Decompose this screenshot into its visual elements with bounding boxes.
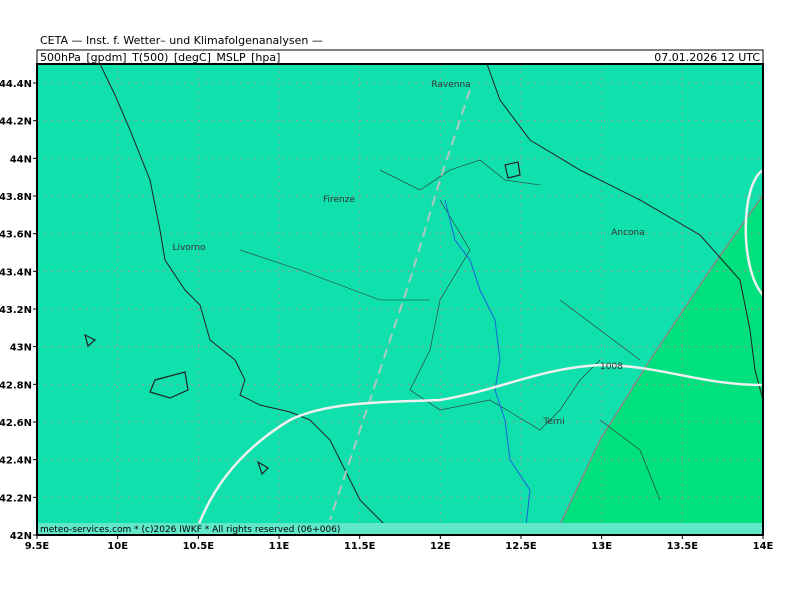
map-frame (36, 63, 764, 536)
lon-tick-label: 12E (430, 541, 451, 552)
lat-tick-label: 42N (10, 531, 32, 542)
lat-tick-label: 43.8N (0, 192, 32, 203)
lat-tick-label: 42.4N (0, 456, 32, 467)
isobar (744, 168, 764, 296)
lat-tick-label: 43.6N (0, 230, 32, 241)
grid (36, 64, 764, 536)
lat-tick-label: 42.8N (0, 380, 32, 391)
coastline-east (486, 63, 764, 401)
place-label: Firenze (323, 195, 355, 205)
place-label: Terni (542, 417, 564, 427)
lat-tick-label: 44.2N (0, 117, 32, 128)
footer-text: meteo-services.com * (c)2026 IWKF * All … (40, 525, 340, 535)
lon-tick-label: 10.5E (183, 541, 215, 552)
map-area: 1008 Ravenna Firenze Livorno Ancona Tern… (36, 63, 764, 536)
field-region (555, 195, 763, 535)
river (444, 199, 531, 536)
lat-tick-label: 43.4N (0, 267, 32, 278)
institute-title: CETA — Inst. f. Wetter– und Klimafolgena… (40, 34, 323, 47)
lon-tick-label: 11E (269, 541, 290, 552)
lat-tick-label: 42.6N (0, 418, 32, 429)
dashed-isoline (329, 89, 471, 521)
lon-tick-label: 13E (591, 541, 612, 552)
place-label: Ancona (611, 228, 645, 238)
lon-tick-label: 14E (753, 541, 774, 552)
valid-time: 07.01.2026 12 UTC (654, 51, 760, 64)
lon-tick-label: 13.5E (667, 541, 699, 552)
place-label: Ravenna (431, 80, 470, 90)
place-label: Livorno (172, 243, 206, 253)
contour-line (554, 194, 764, 536)
lat-tick-label: 42.2N (0, 493, 32, 504)
islands (84, 161, 521, 476)
lat-tick-label: 44N (10, 154, 32, 165)
isobar-label: 1008 (600, 362, 623, 372)
footer-bar (37, 523, 763, 535)
lon-tick-label: 9.5E (25, 541, 50, 552)
lon-tick-label: 11.5E (344, 541, 376, 552)
lon-tick-label: 10E (107, 541, 128, 552)
coastline-west (99, 63, 396, 536)
fields-title: 500hPa_[gpdm]_T(500)_[degC]_MSLP_[hpa] (40, 51, 280, 64)
lon-tick-label: 12.5E (505, 541, 537, 552)
lat-tick-label: 43.2N (0, 305, 32, 316)
isobar (193, 363, 764, 536)
borders (239, 159, 661, 501)
lat-tick-label: 44.4N (0, 79, 32, 90)
lat-tick-label: 43N (10, 343, 32, 354)
